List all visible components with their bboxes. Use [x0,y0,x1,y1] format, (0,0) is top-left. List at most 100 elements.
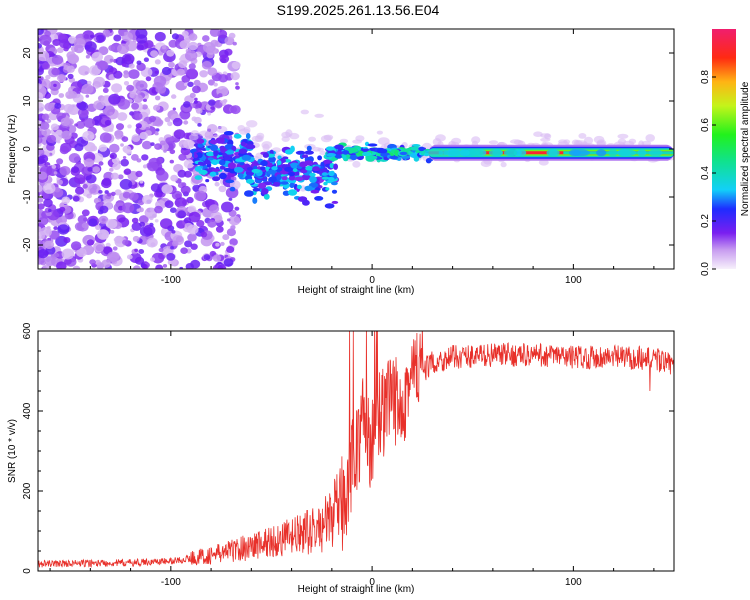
signal-blob [257,182,267,189]
haze-blob [432,138,442,146]
noise-blob [54,252,60,258]
noise-blob [135,89,142,95]
noise-blob [65,91,75,99]
haze-blob [352,139,362,144]
figure-title: S199.2025.261.13.56.E04 [277,2,440,18]
noise-blob [110,191,116,196]
signal-blob [222,152,227,157]
noise-blob [159,140,166,146]
noise-blob [51,164,57,169]
noise-blob [98,161,104,166]
signal-blob [246,167,253,171]
noise-blob [195,108,203,114]
noise-blob [38,184,43,193]
colorbar-label: Normalized spectral amplitude [740,81,750,216]
haze-blob [320,135,332,143]
noise-blob [38,102,45,113]
noise-blob [153,104,161,111]
signal-blob [418,146,425,152]
noise-blob [209,204,220,214]
noise-blob [128,192,139,201]
noise-blob [169,136,175,142]
signal-blob [277,155,282,160]
signal-blob [223,131,234,136]
noise-blob [60,117,71,127]
signal-blob [292,168,298,173]
noise-blob [113,34,122,42]
noise-blob [145,76,152,82]
noise-blob [187,224,199,235]
noise-blob [90,145,98,152]
noise-blob [38,43,42,49]
noise-blob [44,256,56,267]
y-tick-label: -10 [22,189,33,204]
noise-blob [154,131,159,136]
noise-blob [114,189,122,196]
noise-blob [122,239,129,246]
signal-blob [213,150,219,157]
haze-blob [243,126,251,134]
signal-blob [276,174,282,181]
noise-blob [38,148,45,156]
noise-blob [144,207,157,219]
haze-blob [289,132,300,140]
noise-blob [38,239,44,247]
noise-blob [153,75,167,87]
noise-blob [143,98,147,103]
noise-blob [81,109,89,116]
signal-blob [310,189,320,194]
signal-blob [206,151,215,157]
noise-blob [128,69,140,79]
noise-blob [91,51,103,62]
colorbar-tick-label: 0.4 [700,166,711,180]
spectrogram-blobs [38,29,674,269]
noise-blob [207,67,218,76]
noise-blob [51,67,60,76]
signal-blob [420,151,425,156]
signal-blob [300,169,308,174]
noise-blob [135,29,148,39]
band-patch [459,149,470,157]
noise-blob [220,241,225,246]
noise-blob [178,60,188,69]
noise-blob [125,149,132,155]
signal-blob [367,143,378,147]
noise-blob [88,183,101,195]
signal-blob [304,150,314,155]
noise-blob [44,102,55,112]
signal-blob [235,158,242,162]
colorbar: 0.0 0.2 0.4 0.6 0.8 Normalized spectral ampl… [700,29,750,276]
noise-blob [136,208,141,212]
noise-blob [63,46,69,52]
snr-ylabel: SNR (10 * v/v) [7,419,18,483]
noise-blob [84,71,89,75]
signal-blob [244,190,254,197]
noise-blob [234,206,240,211]
noise-blob [50,123,59,131]
noise-blob [207,112,212,116]
noise-blob [186,196,194,204]
signal-blob [331,189,338,194]
haze-blob [281,136,290,143]
noise-blob [139,180,144,184]
noise-blob [142,264,148,269]
noise-blob [97,209,104,215]
noise-blob [141,154,149,161]
noise-blob [56,74,67,83]
signal-blob [196,138,205,144]
noise-blob [136,60,142,65]
haze-blob [281,131,291,139]
signal-blob [362,151,372,157]
noise-blob [119,178,133,190]
noise-blob [86,193,92,199]
noise-blob [163,149,167,153]
noise-blob [41,113,49,120]
noise-blob [123,73,130,79]
noise-blob [81,222,89,229]
signal-blob [294,176,304,182]
signal-blob [284,166,293,172]
noise-blob [133,94,143,103]
signal-blob [197,143,204,148]
noise-blob [226,228,236,237]
signal-blob [325,146,335,151]
